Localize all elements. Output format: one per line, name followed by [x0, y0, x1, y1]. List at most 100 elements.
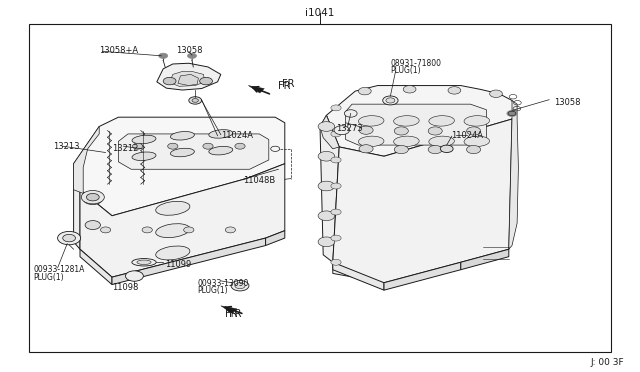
Ellipse shape: [394, 136, 419, 147]
Polygon shape: [509, 100, 518, 249]
Circle shape: [58, 231, 81, 245]
Circle shape: [331, 209, 341, 215]
Polygon shape: [266, 231, 285, 246]
Ellipse shape: [429, 136, 454, 147]
Circle shape: [331, 235, 341, 241]
Polygon shape: [178, 74, 198, 86]
Polygon shape: [80, 164, 285, 277]
Circle shape: [203, 143, 213, 149]
Text: FR: FR: [229, 310, 242, 319]
Text: 13058: 13058: [176, 46, 202, 55]
Ellipse shape: [209, 130, 233, 138]
Circle shape: [386, 98, 395, 103]
Text: 13273: 13273: [336, 124, 363, 133]
Text: 13058+A: 13058+A: [99, 46, 138, 55]
Circle shape: [428, 145, 442, 154]
Bar: [29, 24, 611, 352]
Ellipse shape: [429, 116, 454, 126]
Polygon shape: [157, 63, 221, 90]
Circle shape: [63, 234, 76, 242]
Polygon shape: [74, 164, 80, 249]
Ellipse shape: [132, 259, 156, 266]
Text: FR: FR: [282, 79, 294, 89]
Polygon shape: [346, 104, 486, 145]
Polygon shape: [112, 238, 266, 285]
Circle shape: [467, 127, 481, 135]
Circle shape: [318, 151, 335, 161]
Circle shape: [168, 143, 178, 149]
Polygon shape: [221, 306, 237, 313]
Circle shape: [428, 127, 442, 135]
Circle shape: [132, 143, 143, 149]
Polygon shape: [74, 126, 99, 193]
Polygon shape: [320, 115, 339, 262]
Text: 11098: 11098: [112, 283, 138, 292]
Ellipse shape: [156, 224, 190, 238]
Circle shape: [331, 259, 341, 265]
Polygon shape: [461, 249, 509, 270]
Circle shape: [394, 127, 408, 135]
Text: 00933-13090: 00933-13090: [197, 279, 248, 288]
Polygon shape: [74, 117, 285, 216]
Ellipse shape: [132, 135, 156, 144]
Text: 11024A: 11024A: [221, 131, 253, 140]
Ellipse shape: [358, 136, 384, 147]
Circle shape: [440, 145, 453, 153]
Ellipse shape: [170, 132, 195, 140]
Circle shape: [383, 96, 398, 105]
Circle shape: [334, 126, 349, 135]
Circle shape: [159, 53, 168, 58]
Polygon shape: [384, 262, 461, 290]
Circle shape: [467, 145, 481, 154]
Text: J: 00 3F: J: 00 3F: [590, 358, 624, 367]
Circle shape: [344, 110, 357, 117]
Circle shape: [125, 271, 143, 281]
Circle shape: [235, 283, 245, 289]
Circle shape: [359, 145, 373, 153]
Circle shape: [163, 77, 176, 85]
Ellipse shape: [132, 152, 156, 160]
Circle shape: [331, 157, 341, 163]
Polygon shape: [333, 262, 384, 290]
Text: 11024A: 11024A: [451, 131, 483, 140]
Ellipse shape: [156, 246, 190, 260]
Circle shape: [225, 227, 236, 233]
Text: 13212: 13212: [112, 144, 138, 153]
Circle shape: [394, 145, 408, 154]
Polygon shape: [320, 115, 339, 149]
Polygon shape: [326, 86, 515, 156]
Circle shape: [403, 86, 416, 93]
Circle shape: [200, 77, 212, 85]
Circle shape: [188, 53, 196, 58]
Circle shape: [331, 183, 341, 189]
Text: PLUG(1): PLUG(1): [390, 66, 421, 75]
Polygon shape: [170, 71, 205, 86]
Circle shape: [85, 221, 100, 230]
Circle shape: [81, 190, 104, 204]
Circle shape: [318, 237, 335, 247]
Circle shape: [318, 181, 335, 191]
Circle shape: [231, 280, 249, 291]
Circle shape: [86, 193, 99, 201]
Text: 11048B: 11048B: [243, 176, 275, 185]
Circle shape: [490, 90, 502, 97]
Circle shape: [235, 143, 245, 149]
Circle shape: [331, 131, 341, 137]
Text: FR: FR: [225, 310, 238, 319]
Text: i1041: i1041: [305, 8, 335, 18]
Circle shape: [448, 87, 461, 94]
Ellipse shape: [464, 116, 490, 126]
Circle shape: [184, 227, 194, 233]
Circle shape: [100, 227, 111, 233]
Text: FR: FR: [278, 81, 291, 90]
Text: 11099: 11099: [165, 260, 191, 269]
Ellipse shape: [156, 201, 190, 215]
Circle shape: [318, 211, 335, 221]
Circle shape: [318, 122, 335, 131]
Polygon shape: [333, 119, 512, 283]
Text: 00933-1281A: 00933-1281A: [33, 265, 84, 274]
Circle shape: [507, 110, 517, 116]
Ellipse shape: [170, 148, 195, 157]
Text: 08931-71800: 08931-71800: [390, 59, 442, 68]
Circle shape: [331, 105, 341, 111]
